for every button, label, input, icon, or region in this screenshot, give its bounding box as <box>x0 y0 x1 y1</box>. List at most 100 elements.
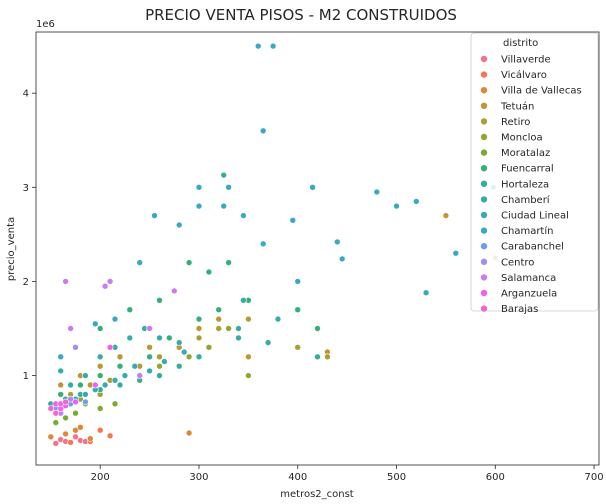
data-point <box>146 367 153 375</box>
data-point <box>274 315 282 323</box>
data-point <box>96 362 104 370</box>
data-point <box>422 289 430 297</box>
data-point <box>96 353 104 361</box>
data-point <box>185 429 193 437</box>
data-point <box>82 398 89 406</box>
legend-label: Villaverde <box>501 55 551 66</box>
data-point <box>82 391 89 398</box>
data-point <box>151 212 158 219</box>
data-point <box>126 306 134 314</box>
data-point <box>92 320 99 328</box>
data-point <box>324 353 331 361</box>
data-point <box>121 372 129 379</box>
legend-title: distrito <box>503 38 538 49</box>
legend-marker <box>480 211 488 219</box>
legend-label: Chamartín <box>501 225 553 237</box>
data-point <box>180 348 188 356</box>
data-point <box>106 278 114 285</box>
data-point <box>175 339 183 346</box>
legend-marker <box>480 289 488 297</box>
data-point <box>106 432 114 440</box>
data-point <box>215 325 222 332</box>
legend-label: Retiro <box>501 117 530 128</box>
data-point <box>131 362 139 370</box>
data-point <box>171 287 178 295</box>
data-point <box>225 259 232 266</box>
data-point <box>47 433 55 441</box>
data-point <box>67 381 74 389</box>
legend-label: Moncloa <box>501 133 543 144</box>
data-point <box>146 353 153 361</box>
data-point <box>96 426 104 434</box>
data-point <box>156 362 163 370</box>
data-point <box>136 372 143 379</box>
data-point <box>225 184 232 191</box>
data-point <box>77 423 84 431</box>
data-point <box>220 202 227 210</box>
data-point <box>52 440 60 447</box>
legend-marker <box>480 242 488 250</box>
x-tick-label: 600 <box>486 472 505 483</box>
data-point <box>175 221 183 229</box>
legend: distrito Villaverde Vicálvaro Villa de Val… <box>470 32 599 315</box>
data-point <box>185 353 193 361</box>
data-point <box>146 325 153 332</box>
data-point <box>205 343 213 351</box>
data-point <box>72 426 79 434</box>
legend-items: Villaverde Vicálvaro Villa de Vallecas Tetu… <box>480 55 582 315</box>
legend-marker <box>480 117 488 126</box>
legend-label: Chamberí <box>501 194 551 206</box>
legend-label: Ciudad Lineal <box>501 211 569 222</box>
data-point <box>146 343 153 351</box>
data-point <box>111 400 119 408</box>
data-point <box>72 398 79 406</box>
legend-label: Hortaleza <box>501 179 549 190</box>
data-point <box>96 405 104 412</box>
data-point <box>235 334 242 342</box>
data-point <box>82 372 89 379</box>
data-point <box>101 381 109 389</box>
legend-marker <box>480 102 488 110</box>
legend-label: Villa de Vallecas <box>501 86 582 97</box>
data-point <box>269 42 277 50</box>
legend-label: Carabanchel <box>501 242 564 253</box>
legend-label: Barajas <box>501 304 538 315</box>
data-point <box>195 325 203 332</box>
data-point <box>57 391 65 398</box>
data-point <box>62 398 69 406</box>
data-point <box>195 315 203 323</box>
x-axis-label: metros2_const <box>280 489 354 500</box>
data-point <box>452 249 460 257</box>
data-point <box>101 282 109 290</box>
data-point <box>62 414 69 422</box>
data-point <box>240 296 247 304</box>
data-point <box>67 439 74 446</box>
legend-label: Tetuán <box>500 100 534 112</box>
data-point <box>136 259 143 266</box>
data-point <box>87 435 94 442</box>
data-point <box>62 430 69 438</box>
data-point <box>96 372 104 379</box>
y-multiplier-label: 1e6 <box>36 19 55 30</box>
data-point <box>111 315 119 323</box>
legend-label: Centro <box>501 257 534 268</box>
data-point <box>126 334 134 342</box>
data-point <box>156 353 163 361</box>
x-tick-label: 700 <box>585 472 604 483</box>
data-point <box>245 353 252 361</box>
data-point <box>156 372 163 379</box>
chart-title: PRECIO VENTA PISOS - M2 CONSTRUIDOS <box>145 6 457 24</box>
data-point <box>215 315 222 323</box>
data-point <box>116 381 124 389</box>
x-tick-label: 200 <box>91 472 110 483</box>
legend-label: Salamanca <box>501 273 556 284</box>
data-point <box>106 343 114 351</box>
data-point <box>245 372 252 379</box>
legend-marker <box>480 273 488 282</box>
legend-marker <box>480 304 488 313</box>
legend-marker <box>480 70 488 79</box>
data-point <box>195 334 203 342</box>
data-point <box>294 306 302 314</box>
y-tick-label: 1 <box>23 371 29 382</box>
data-point <box>442 212 450 219</box>
